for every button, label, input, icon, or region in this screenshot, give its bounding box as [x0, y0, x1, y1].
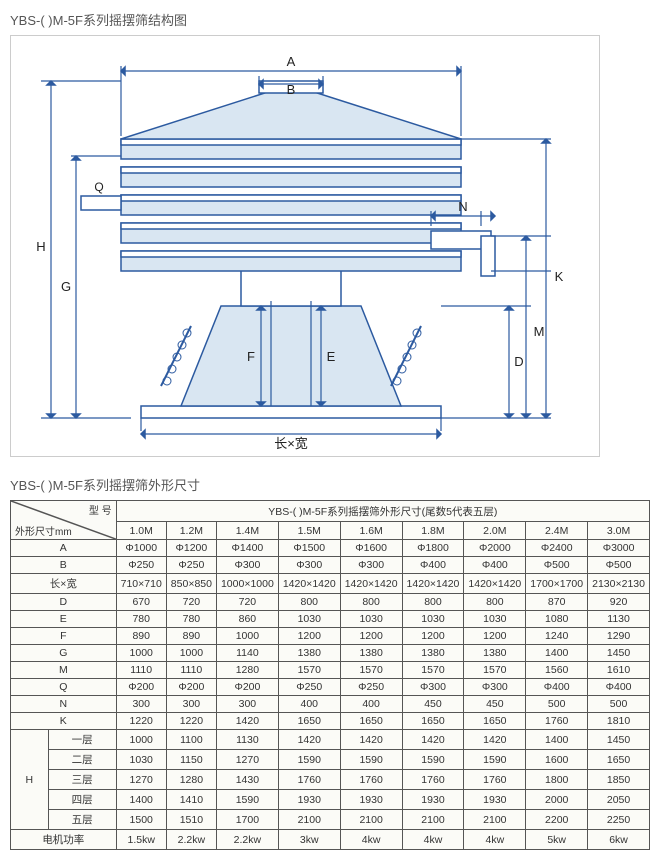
corner-cell: 型 号外形尺寸mm — [11, 501, 117, 540]
row-label: G — [11, 645, 117, 662]
power-label: 电机功率 — [11, 830, 117, 850]
svg-text:M: M — [534, 324, 545, 339]
model-col-0: 1.0M — [116, 522, 166, 540]
structure-title: YBS-( )M-5F系列摇摆筛结构图 — [10, 10, 650, 29]
svg-text:N: N — [458, 199, 467, 214]
row-label: D — [11, 594, 117, 611]
svg-text:F: F — [247, 349, 255, 364]
model-col-8: 3.0M — [588, 522, 650, 540]
row-label: A — [11, 540, 117, 557]
row-label: B — [11, 557, 117, 574]
row-label: E — [11, 611, 117, 628]
dims-title: YBS-( )M-5F系列摇摆筛外形尺寸 — [10, 475, 650, 494]
model-col-7: 2.4M — [526, 522, 588, 540]
row-label: 长×宽 — [11, 574, 117, 594]
model-col-2: 1.4M — [216, 522, 278, 540]
svg-text:G: G — [61, 279, 71, 294]
svg-text:Q: Q — [94, 180, 103, 194]
svg-text:H: H — [36, 239, 45, 254]
model-col-1: 1.2M — [166, 522, 216, 540]
model-col-5: 1.8M — [402, 522, 464, 540]
svg-text:A: A — [287, 54, 296, 69]
structure-diagram: AB H G F E 长×宽 K MD N Q — [10, 35, 600, 457]
dimensions-table: 型 号外形尺寸mmYBS-( )M-5F系列摇摆筛外形尺寸(尾数5代表五层)1.… — [10, 500, 650, 850]
H-group: H — [11, 730, 49, 830]
svg-text:长×宽: 长×宽 — [274, 436, 308, 451]
header-span: YBS-( )M-5F系列摇摆筛外形尺寸(尾数5代表五层) — [116, 501, 649, 522]
model-col-6: 2.0M — [464, 522, 526, 540]
model-col-3: 1.5M — [278, 522, 340, 540]
svg-text:K: K — [555, 269, 564, 284]
row-label: F — [11, 628, 117, 645]
model-col-4: 1.6M — [340, 522, 402, 540]
svg-text:E: E — [327, 349, 336, 364]
svg-text:B: B — [287, 82, 296, 97]
svg-text:D: D — [514, 354, 523, 369]
